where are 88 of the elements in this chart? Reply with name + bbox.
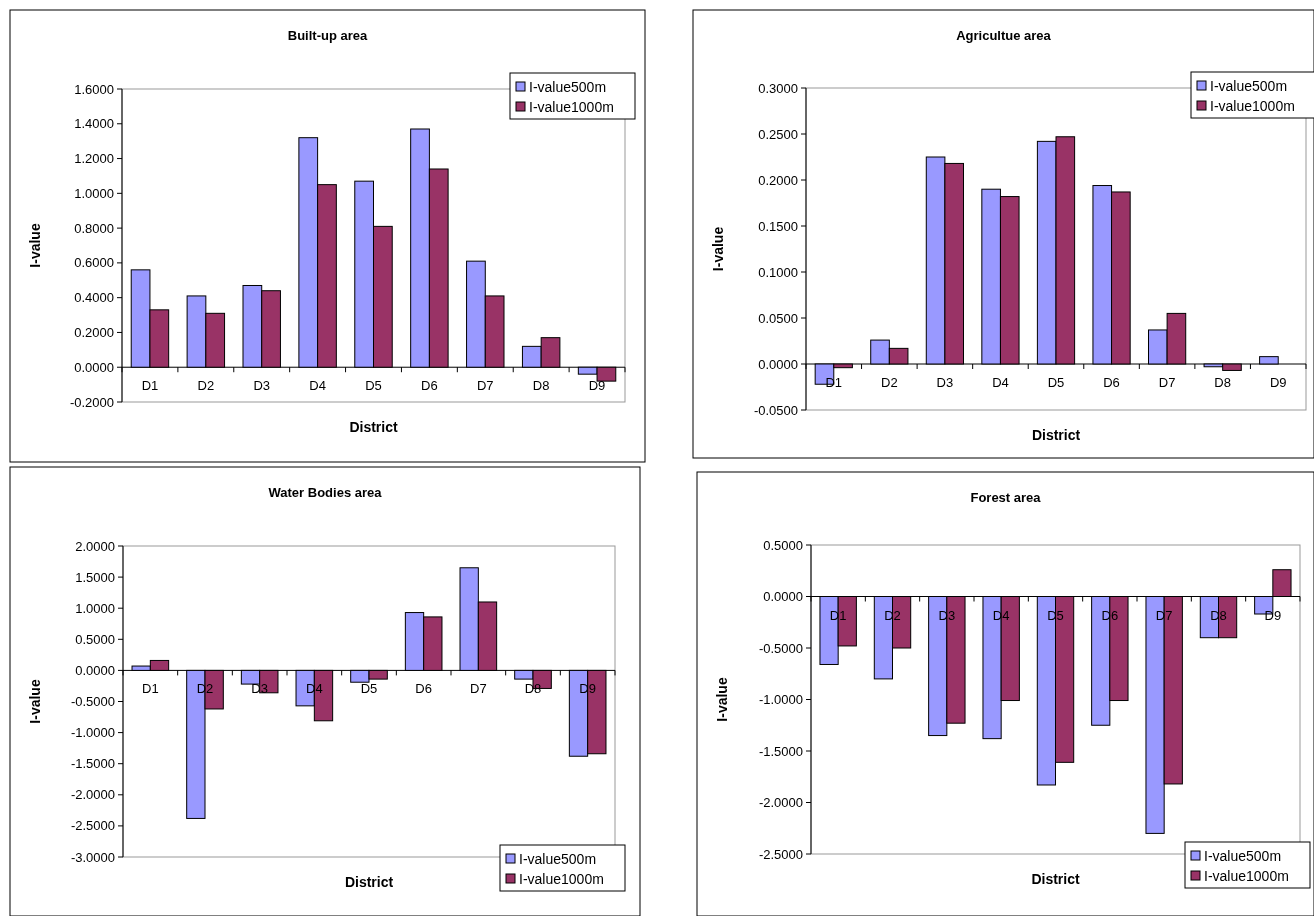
x-tick-label: D7 xyxy=(1155,607,1173,623)
x-tick-label: D7 xyxy=(1158,375,1176,390)
x-tick-label: D3 xyxy=(251,681,268,697)
y-axis-title: I-value xyxy=(27,679,43,724)
y-tick-label: -1.5000 xyxy=(70,756,115,772)
y-tick-label: 1.2000 xyxy=(74,151,114,167)
y-tick-label: 2.0000 xyxy=(75,538,115,554)
x-tick-label: D7 xyxy=(476,378,494,394)
x-tick-label: D3 xyxy=(938,607,956,623)
y-tick-label: 1.0000 xyxy=(75,600,115,616)
y-tick-label: -2.5000 xyxy=(758,846,803,862)
y-tick-label: -0.2000 xyxy=(69,394,114,410)
chart-title: Forest area xyxy=(970,490,1042,505)
y-tick-label: 0.0000 xyxy=(758,356,798,372)
chart-title: Built-up area xyxy=(287,28,368,43)
y-tick-label: 0.1000 xyxy=(758,264,798,280)
x-tick-label: D5 xyxy=(360,681,378,697)
x-tick-label: D9 xyxy=(1269,375,1287,390)
y-tick-label: -1.0000 xyxy=(70,725,115,741)
y-tick-label: 0.5000 xyxy=(763,537,803,553)
x-tick-label: D6 xyxy=(1103,375,1120,390)
x-tick-label: D4 xyxy=(992,607,1010,623)
x-tick-label: D4 xyxy=(309,378,326,394)
x-tick-label: D8 xyxy=(532,378,550,394)
legend-label: I-value500m xyxy=(529,78,607,95)
y-tick-label: -0.5000 xyxy=(758,640,803,656)
y-tick-label: 1.4000 xyxy=(74,116,114,132)
x-tick-label: D9 xyxy=(1264,607,1282,623)
y-tick-label: 1.6000 xyxy=(74,81,114,97)
x-axis-title: District xyxy=(1031,427,1081,443)
x-tick-label: D6 xyxy=(421,378,438,394)
y-tick-label: 0.2000 xyxy=(74,324,114,340)
y-tick-label: -0.5000 xyxy=(70,694,115,710)
x-tick-label: D6 xyxy=(415,681,432,697)
x-tick-label: D1 xyxy=(141,378,159,394)
x-tick-label: D1 xyxy=(142,681,159,697)
legend-label: I-value500m xyxy=(1210,77,1288,94)
legend-label: I-value500m xyxy=(1204,847,1282,864)
x-tick-label: D1 xyxy=(825,375,843,390)
x-tick-label: D2 xyxy=(197,378,215,394)
x-tick-label: D7 xyxy=(470,681,487,697)
y-tick-label: 0.0000 xyxy=(763,589,803,605)
y-tick-label: 0.1500 xyxy=(758,218,798,234)
x-tick-label: D5 xyxy=(365,378,382,394)
x-axis-title: District xyxy=(344,874,394,890)
x-tick-label: D8 xyxy=(1214,375,1231,390)
y-axis-title: I-value xyxy=(27,223,43,268)
legend-label: I-value1000m xyxy=(519,870,604,887)
x-tick-label: D8 xyxy=(524,681,542,697)
y-tick-label: 0.3000 xyxy=(758,80,798,96)
y-axis-title: I-value xyxy=(710,226,726,272)
legend-label: I-value1000m xyxy=(529,98,614,115)
legend-label: I-value1000m xyxy=(1204,867,1289,884)
chart-title: Water Bodies area xyxy=(268,485,383,500)
y-tick-label: 1.0000 xyxy=(74,185,114,201)
y-tick-label: -2.0000 xyxy=(758,795,803,811)
x-tick-label: D3 xyxy=(253,378,271,394)
x-axis-title: District xyxy=(349,419,398,435)
x-tick-label: D3 xyxy=(936,375,954,390)
x-tick-label: D9 xyxy=(588,378,606,394)
y-tick-label: -1.0000 xyxy=(758,692,803,708)
y-tick-label: 1.5000 xyxy=(75,569,115,585)
y-tick-label: -2.0000 xyxy=(70,787,115,803)
y-tick-label: 0.2500 xyxy=(758,126,798,142)
chart-title: Agricultue area xyxy=(956,28,1052,43)
y-tick-label: -2.5000 xyxy=(70,818,115,834)
y-tick-label: 0.0500 xyxy=(758,310,798,326)
x-tick-label: D6 xyxy=(1101,607,1119,623)
x-tick-label: D5 xyxy=(1047,375,1065,390)
y-tick-label: -3.0000 xyxy=(70,849,115,865)
y-tick-label: 0.6000 xyxy=(74,255,114,271)
y-tick-label: -1.5000 xyxy=(758,743,803,759)
x-tick-label: D9 xyxy=(579,681,596,697)
x-tick-label: D2 xyxy=(196,681,214,697)
legend-label: I-value1000m xyxy=(1210,97,1295,114)
y-tick-label: 0.4000 xyxy=(74,290,114,306)
y-axis-title: I-value xyxy=(714,677,730,722)
y-tick-label: 0.2000 xyxy=(758,172,798,188)
y-tick-label: 0.0000 xyxy=(75,662,115,678)
x-tick-label: D4 xyxy=(992,375,1009,390)
legend-label: I-value500m xyxy=(519,850,597,867)
y-tick-label: 0.5000 xyxy=(75,631,115,647)
x-tick-label: D2 xyxy=(881,375,898,390)
y-tick-label: 0.8000 xyxy=(74,220,114,236)
x-axis-title: District xyxy=(1031,871,1080,887)
x-tick-label: D1 xyxy=(829,607,847,623)
y-tick-label: 0.0000 xyxy=(74,359,114,375)
y-tick-label: -0.0500 xyxy=(753,402,798,418)
